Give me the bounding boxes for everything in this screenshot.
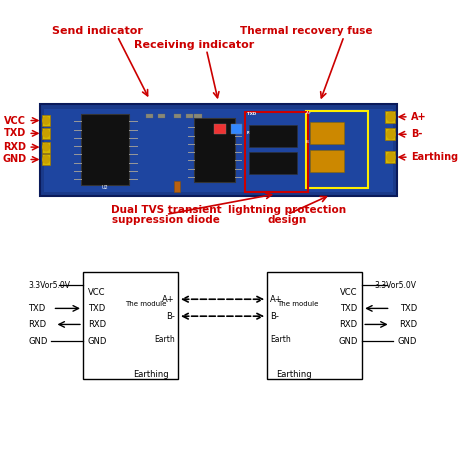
Text: lightning protection: lightning protection: [228, 205, 346, 215]
Text: GND: GND: [28, 337, 47, 346]
Bar: [41, 105, 396, 196]
Circle shape: [43, 156, 49, 163]
Text: The module: The module: [277, 301, 319, 307]
Text: U2: U2: [102, 185, 108, 190]
Bar: [81, 114, 130, 185]
Circle shape: [43, 130, 49, 137]
Text: RXD: RXD: [247, 131, 256, 135]
Bar: [385, 151, 395, 163]
Text: A+: A+: [306, 111, 312, 115]
Text: The module: The module: [125, 301, 167, 307]
Text: Thermal recovery fuse: Thermal recovery fuse: [240, 26, 372, 36]
Bar: [245, 112, 307, 193]
Text: RXD: RXD: [88, 320, 106, 329]
Bar: [42, 115, 50, 126]
Text: GND: GND: [397, 337, 417, 346]
Text: A+: A+: [411, 112, 426, 122]
Text: GND: GND: [338, 337, 357, 346]
Text: RXD: RXD: [28, 320, 47, 329]
Bar: [146, 114, 153, 118]
Bar: [310, 150, 344, 172]
Bar: [249, 152, 297, 174]
Bar: [194, 118, 235, 183]
Text: Earth: Earth: [270, 335, 291, 343]
Text: Send indicator: Send indicator: [52, 26, 142, 36]
Text: B-: B-: [166, 312, 175, 321]
Text: 3.3Vor5.0V: 3.3Vor5.0V: [375, 281, 417, 290]
Text: suppression diode: suppression diode: [112, 215, 220, 225]
Bar: [174, 114, 181, 118]
Bar: [42, 154, 50, 165]
Bar: [249, 124, 297, 147]
Text: design: design: [268, 215, 307, 225]
Circle shape: [387, 112, 395, 121]
Circle shape: [43, 117, 49, 124]
Bar: [158, 114, 165, 118]
Text: TXD: TXD: [28, 304, 46, 313]
Bar: [385, 128, 395, 140]
Bar: [214, 124, 226, 134]
Circle shape: [387, 153, 395, 162]
Text: Earthing: Earthing: [134, 370, 169, 379]
Bar: [42, 128, 50, 139]
Text: 3.3Vor5.0V: 3.3Vor5.0V: [28, 281, 70, 290]
Text: TXD: TXD: [88, 304, 105, 313]
Text: RXD: RXD: [399, 320, 417, 329]
Text: Dual TVS transient: Dual TVS transient: [111, 205, 221, 215]
Text: B-: B-: [306, 141, 310, 144]
Text: TXD: TXD: [340, 304, 357, 313]
Bar: [385, 111, 395, 123]
Text: GND: GND: [2, 154, 26, 165]
Text: B-: B-: [270, 312, 279, 321]
Bar: [310, 122, 344, 144]
Text: A+: A+: [270, 295, 283, 304]
Bar: [174, 182, 180, 192]
Bar: [186, 114, 194, 118]
Text: VCC: VCC: [4, 116, 26, 125]
Text: VCC: VCC: [340, 288, 357, 297]
Text: B-: B-: [411, 129, 422, 139]
Bar: [267, 272, 362, 379]
Text: RXD: RXD: [339, 320, 357, 329]
Text: RXD: RXD: [3, 142, 26, 152]
Text: Receiving indicator: Receiving indicator: [134, 40, 254, 50]
Text: Earthing: Earthing: [411, 152, 458, 162]
Text: TXD: TXD: [4, 128, 26, 138]
Text: TXD: TXD: [400, 304, 417, 313]
Bar: [83, 272, 178, 379]
Circle shape: [43, 143, 49, 151]
Bar: [44, 109, 393, 192]
Bar: [230, 124, 242, 134]
Text: VCC: VCC: [88, 288, 105, 297]
Bar: [194, 114, 201, 118]
Circle shape: [387, 130, 395, 139]
Bar: [306, 111, 368, 188]
Bar: [42, 142, 50, 153]
Text: Earthing: Earthing: [276, 370, 312, 379]
Text: TXD: TXD: [247, 112, 256, 116]
Text: Earth: Earth: [154, 335, 175, 343]
Text: GND: GND: [88, 337, 107, 346]
Text: A+: A+: [162, 295, 175, 304]
